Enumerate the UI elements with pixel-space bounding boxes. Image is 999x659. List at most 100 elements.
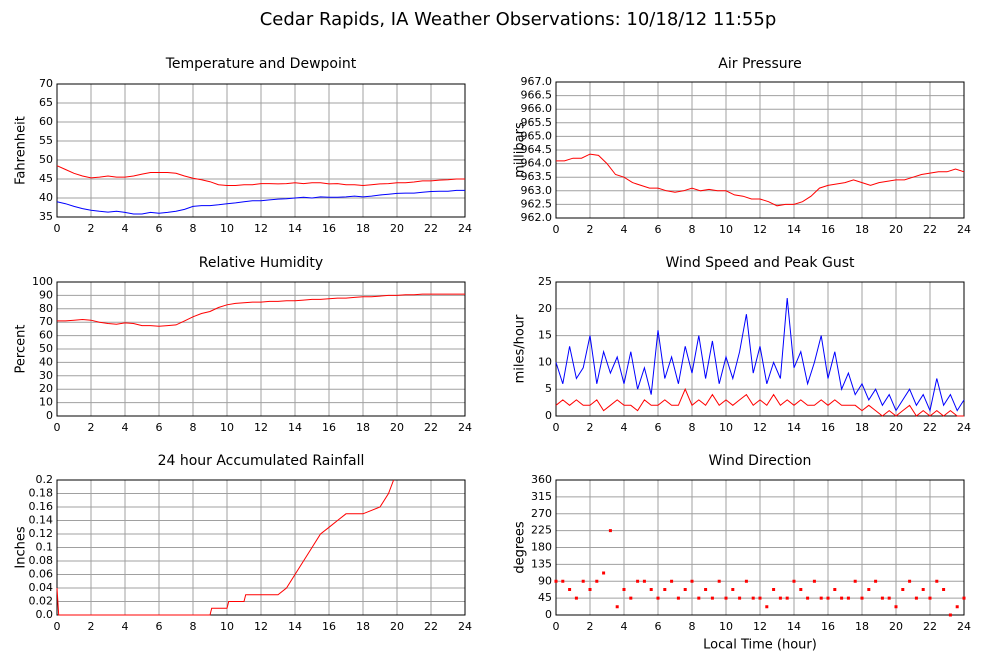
data-point bbox=[710, 596, 714, 600]
y-tick-label: 962.0 bbox=[521, 211, 553, 224]
x-tick-label: 20 bbox=[390, 222, 404, 235]
y-tick-label: 0.1 bbox=[36, 541, 54, 554]
x-tick-label: 14 bbox=[787, 223, 801, 236]
data-point bbox=[676, 596, 680, 600]
data-point bbox=[629, 596, 633, 600]
x-tick-label: 10 bbox=[220, 421, 234, 434]
x-tick-label: 2 bbox=[88, 421, 95, 434]
data-point bbox=[901, 588, 905, 591]
x-tick-label: 4 bbox=[122, 222, 129, 235]
y-tick-label: 967.0 bbox=[521, 75, 553, 88]
x-tick-label: 10 bbox=[719, 223, 733, 236]
page-title: Cedar Rapids, IA Weather Observations: 1… bbox=[260, 9, 777, 30]
x-tick-label: 20 bbox=[889, 620, 903, 633]
y-tick-label: 25 bbox=[538, 275, 552, 288]
x-tick-label: 16 bbox=[821, 620, 835, 633]
data-point bbox=[778, 596, 782, 600]
y-tick-label: 965.5 bbox=[521, 116, 553, 129]
y-tick-label: 55 bbox=[39, 134, 53, 147]
data-point bbox=[615, 605, 619, 609]
data-point bbox=[894, 605, 898, 609]
x-tick-label: 4 bbox=[122, 421, 129, 434]
chart-title: Wind Speed and Peak Gust bbox=[666, 255, 855, 271]
data-point bbox=[914, 596, 918, 600]
x-axis-label: Local Time (hour) bbox=[703, 638, 817, 653]
data-point bbox=[833, 588, 837, 591]
y-axis-label: Percent bbox=[14, 325, 29, 374]
x-tick-label: 0 bbox=[54, 421, 61, 434]
data-point bbox=[840, 596, 844, 600]
data-point bbox=[921, 588, 925, 591]
x-tick-label: 22 bbox=[923, 421, 937, 434]
x-tick-label: 8 bbox=[689, 620, 696, 633]
data-point bbox=[846, 596, 850, 600]
x-tick-label: 24 bbox=[458, 421, 472, 434]
plot-frame bbox=[56, 479, 466, 616]
x-tick-label: 4 bbox=[122, 620, 129, 633]
y-tick-label: 0.08 bbox=[29, 554, 54, 567]
x-tick-label: 8 bbox=[689, 421, 696, 434]
y-tick-label: 966.5 bbox=[521, 89, 553, 102]
data-line bbox=[556, 153, 965, 207]
data-point bbox=[826, 596, 830, 600]
y-tick-label: 962.5 bbox=[521, 197, 553, 210]
x-tick-label: 22 bbox=[424, 222, 438, 235]
x-tick-label: 10 bbox=[719, 620, 733, 633]
data-point bbox=[867, 588, 871, 591]
data-point bbox=[642, 579, 646, 583]
x-tick-label: 18 bbox=[855, 223, 869, 236]
x-tick-label: 4 bbox=[621, 620, 628, 633]
x-tick-label: 22 bbox=[923, 620, 937, 633]
y-axis-label: degrees bbox=[513, 521, 528, 574]
y-tick-label: 360 bbox=[531, 473, 552, 486]
y-axis-label: Inches bbox=[14, 526, 29, 568]
x-tick-label: 0 bbox=[553, 620, 560, 633]
data-point bbox=[724, 596, 728, 600]
x-tick-label: 0 bbox=[553, 223, 560, 236]
x-tick-label: 2 bbox=[88, 620, 95, 633]
y-tick-label: 60 bbox=[39, 115, 53, 128]
chart-title: Air Pressure bbox=[718, 56, 801, 72]
x-tick-label: 16 bbox=[322, 620, 336, 633]
y-tick-label: 270 bbox=[531, 507, 552, 520]
x-tick-label: 2 bbox=[587, 620, 594, 633]
y-tick-label: 65 bbox=[39, 96, 53, 109]
y-tick-label: 30 bbox=[39, 369, 53, 382]
data-line bbox=[56, 479, 395, 616]
data-point bbox=[636, 579, 640, 583]
y-tick-label: 90 bbox=[538, 574, 552, 587]
plot-frame bbox=[555, 81, 965, 219]
data-point bbox=[765, 605, 769, 609]
data-point bbox=[561, 579, 565, 583]
x-tick-label: 20 bbox=[390, 421, 404, 434]
data-point bbox=[744, 579, 748, 583]
chart-title: 24 hour Accumulated Rainfall bbox=[158, 453, 365, 469]
data-point bbox=[758, 596, 762, 600]
x-tick-label: 8 bbox=[190, 421, 197, 434]
data-point bbox=[738, 596, 742, 600]
x-tick-label: 18 bbox=[356, 222, 370, 235]
chart-title: Wind Direction bbox=[709, 453, 812, 469]
y-tick-label: 15 bbox=[538, 329, 552, 342]
y-tick-label: 965.0 bbox=[521, 129, 553, 142]
data-line bbox=[56, 189, 465, 215]
y-tick-label: 70 bbox=[39, 315, 53, 328]
x-tick-label: 2 bbox=[587, 223, 594, 236]
data-point bbox=[602, 571, 606, 575]
data-point bbox=[574, 596, 578, 600]
x-tick-label: 18 bbox=[855, 421, 869, 434]
y-tick-label: 0 bbox=[545, 608, 552, 621]
data-point bbox=[799, 588, 803, 591]
x-tick-label: 20 bbox=[889, 421, 903, 434]
y-tick-label: 90 bbox=[39, 288, 53, 301]
data-point bbox=[608, 529, 612, 533]
x-tick-label: 14 bbox=[288, 620, 302, 633]
data-point bbox=[962, 596, 966, 600]
data-point bbox=[806, 596, 810, 600]
x-tick-label: 16 bbox=[821, 223, 835, 236]
data-point bbox=[554, 579, 558, 583]
x-tick-label: 16 bbox=[322, 222, 336, 235]
data-point bbox=[588, 588, 592, 591]
y-tick-label: 0.06 bbox=[29, 568, 54, 581]
